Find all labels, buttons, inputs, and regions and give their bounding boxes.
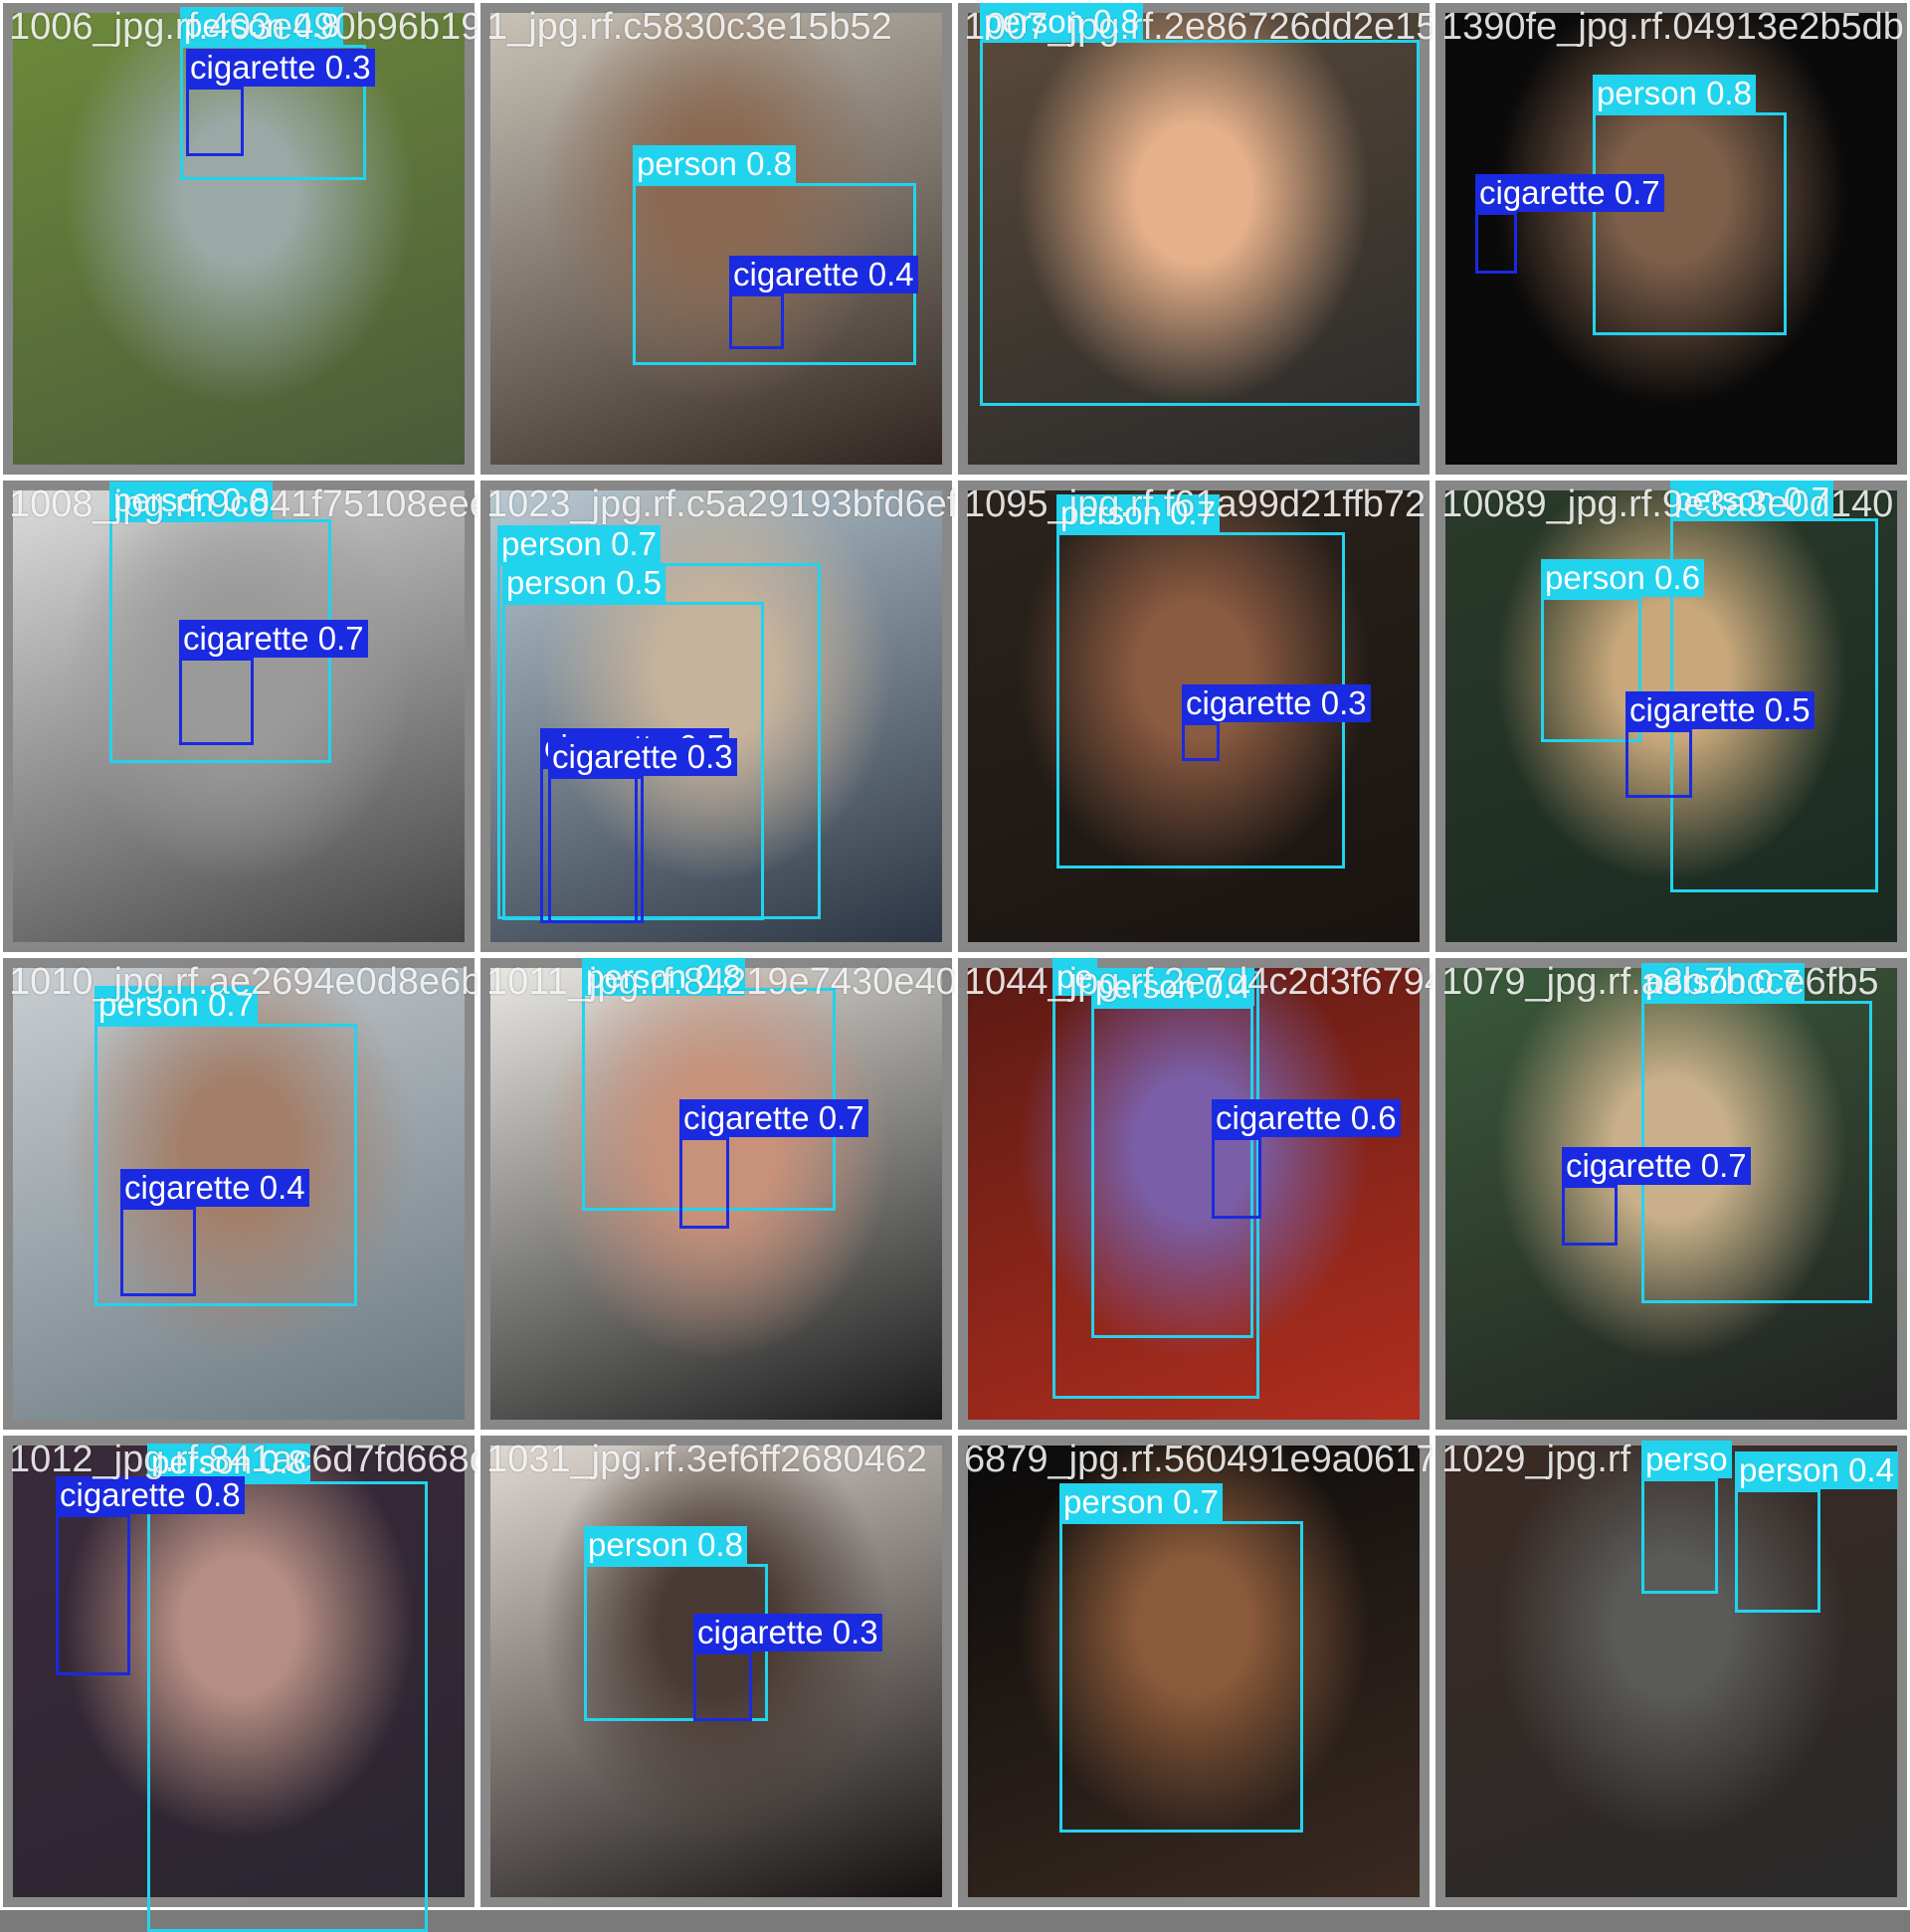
person-label: person 0.7: [497, 525, 661, 563]
person-bounding-box: [180, 45, 366, 180]
cigarette-label: cigarette 0.7: [179, 620, 368, 658]
person-label: person 0.8: [1593, 75, 1756, 112]
person-bounding-box: [1593, 112, 1787, 335]
person-bounding-box: [147, 1481, 428, 1932]
detection-tile: person 0.8 cigarette 0.4 1_jpg.rf.c5830c3e…: [478, 0, 955, 478]
detection-tile: person 0.8 cigarette 0.3 1006_jpg.rf.403e4…: [0, 0, 503, 478]
tile-photo: [13, 490, 465, 942]
detection-tile: person 0.8 cigarette 0.3 1031_jpg.rf.3ef6f…: [478, 1433, 955, 1910]
cigarette-label: cigarette 0.3: [548, 738, 737, 776]
cigarette-bounding-box: [120, 1207, 196, 1296]
person-label: pe: [1052, 958, 1097, 996]
person-label: person 0.4: [1091, 968, 1254, 1006]
person-label: person 0.8: [633, 145, 796, 183]
person-label: person 0.8: [109, 482, 273, 519]
cigarette-label: cigarette 0.8: [56, 1476, 245, 1514]
tile-photo: [1445, 1446, 1897, 1897]
tile-photo: [490, 968, 942, 1420]
person-bounding-box: [1059, 1521, 1303, 1833]
cigarette-bounding-box: [1182, 722, 1220, 761]
person-label: person 0.8: [980, 3, 1143, 41]
cigarette-label: cigarette 0.7: [1562, 1147, 1751, 1185]
cigarette-bounding-box: [1475, 212, 1517, 274]
cigarette-bounding-box: [56, 1514, 130, 1675]
tile-photo: [490, 1446, 942, 1897]
cigarette-bounding-box: [186, 87, 244, 156]
detection-tile: person 0.8 cigarette 0.7 1011_jpg.rf.84219…: [478, 955, 999, 1433]
person-label: person 0.7: [1056, 494, 1220, 532]
detection-tile: person 0.8 cigarette 0.8 1012_jpg.rf.841ac…: [0, 1433, 511, 1932]
cigarette-bounding-box: [729, 293, 784, 349]
cigarette-bounding-box: [693, 1651, 752, 1721]
person-label: person 0.7: [1059, 1483, 1223, 1521]
person-bounding-box: [502, 602, 764, 920]
detection-tile: person 0.8 1007_jpg.rf.2e86726dd2e15: [955, 0, 1436, 478]
detection-tile: perso person 0.4 1029_jpg.rf: [1432, 1433, 1910, 1910]
person-label: person 0.8: [584, 1526, 747, 1564]
person-label: person 0.6: [1541, 559, 1704, 597]
tile-photo: [968, 13, 1420, 465]
cigarette-bounding-box: [679, 1137, 729, 1229]
cigarette-label: cigarette 0.4: [120, 1169, 309, 1207]
detection-tile: person 0.7 cigarette 0.7 1079_jpg.rf.a3b7b…: [1432, 955, 1910, 1433]
cigarette-label: cigarette 0.3: [693, 1614, 882, 1651]
detection-tile: pe person 0.4 cigarette 0.6 1044_jpg.rf.2e7…: [955, 955, 1445, 1433]
person-bounding-box: [980, 40, 1420, 406]
cigarette-bounding-box: [1212, 1137, 1261, 1219]
person-label: person 0.5: [502, 564, 666, 602]
person-label: perso: [1641, 1441, 1732, 1478]
person-label: person 0.8: [147, 1444, 310, 1481]
cigarette-label: cigarette 0.7: [1475, 174, 1664, 212]
person-label: person 0.8: [582, 958, 745, 996]
person-label: person 0.8: [180, 7, 343, 45]
cigarette-bounding-box: [1625, 729, 1692, 798]
detection-tile: person 0.8 cigarette 0.7 1390fe_jpg.rf.049…: [1432, 0, 1910, 478]
cigarette-bounding-box: [179, 658, 254, 745]
cigarette-label: cigarette 0.6: [1212, 1099, 1401, 1137]
person-label: person 0.7: [95, 986, 258, 1024]
detection-tile: person 0.7 6879_jpg.rf.560491e9a0617: [955, 1433, 1436, 1910]
tile-photo: [13, 1446, 465, 1897]
person-label: person 0.7: [1670, 481, 1833, 518]
person-bounding-box: [1641, 1478, 1718, 1594]
cigarette-label: cigarette 0.5: [1625, 691, 1814, 729]
cigarette-bounding-box: [548, 776, 644, 923]
cigarette-label: cigarette 0.3: [1182, 684, 1371, 722]
cigarette-bounding-box: [1562, 1185, 1618, 1246]
detection-tile: person 0.7 cigarette 0.3 1095_jpg.rf.f61a9…: [955, 478, 1432, 955]
person-bounding-box: [95, 1024, 357, 1306]
tile-photo: [1445, 968, 1897, 1420]
tile-photo: [490, 13, 942, 465]
person-bounding-box: [1091, 1006, 1253, 1338]
person-bounding-box: [1735, 1489, 1820, 1613]
tile-photo: [968, 968, 1420, 1420]
detection-tile: person 0.7 person 0.6 cigarette 0.5 10089_j…: [1432, 478, 1910, 955]
detection-tile: person 0.7 cigarette 0.4 1010_jpg.rf.ae269…: [0, 955, 513, 1433]
detection-tile: person 0.8 cigarette 0.7 1008_jpg.rf.9c041…: [0, 478, 490, 955]
cigarette-label: cigarette 0.7: [679, 1099, 868, 1137]
person-label: person 0.4: [1735, 1451, 1898, 1489]
cigarette-label: cigarette 0.3: [186, 49, 375, 87]
cigarette-label: cigarette 0.4: [729, 256, 918, 293]
person-bounding-box: [1541, 597, 1641, 742]
person-label: person 0.7: [1641, 963, 1805, 1001]
